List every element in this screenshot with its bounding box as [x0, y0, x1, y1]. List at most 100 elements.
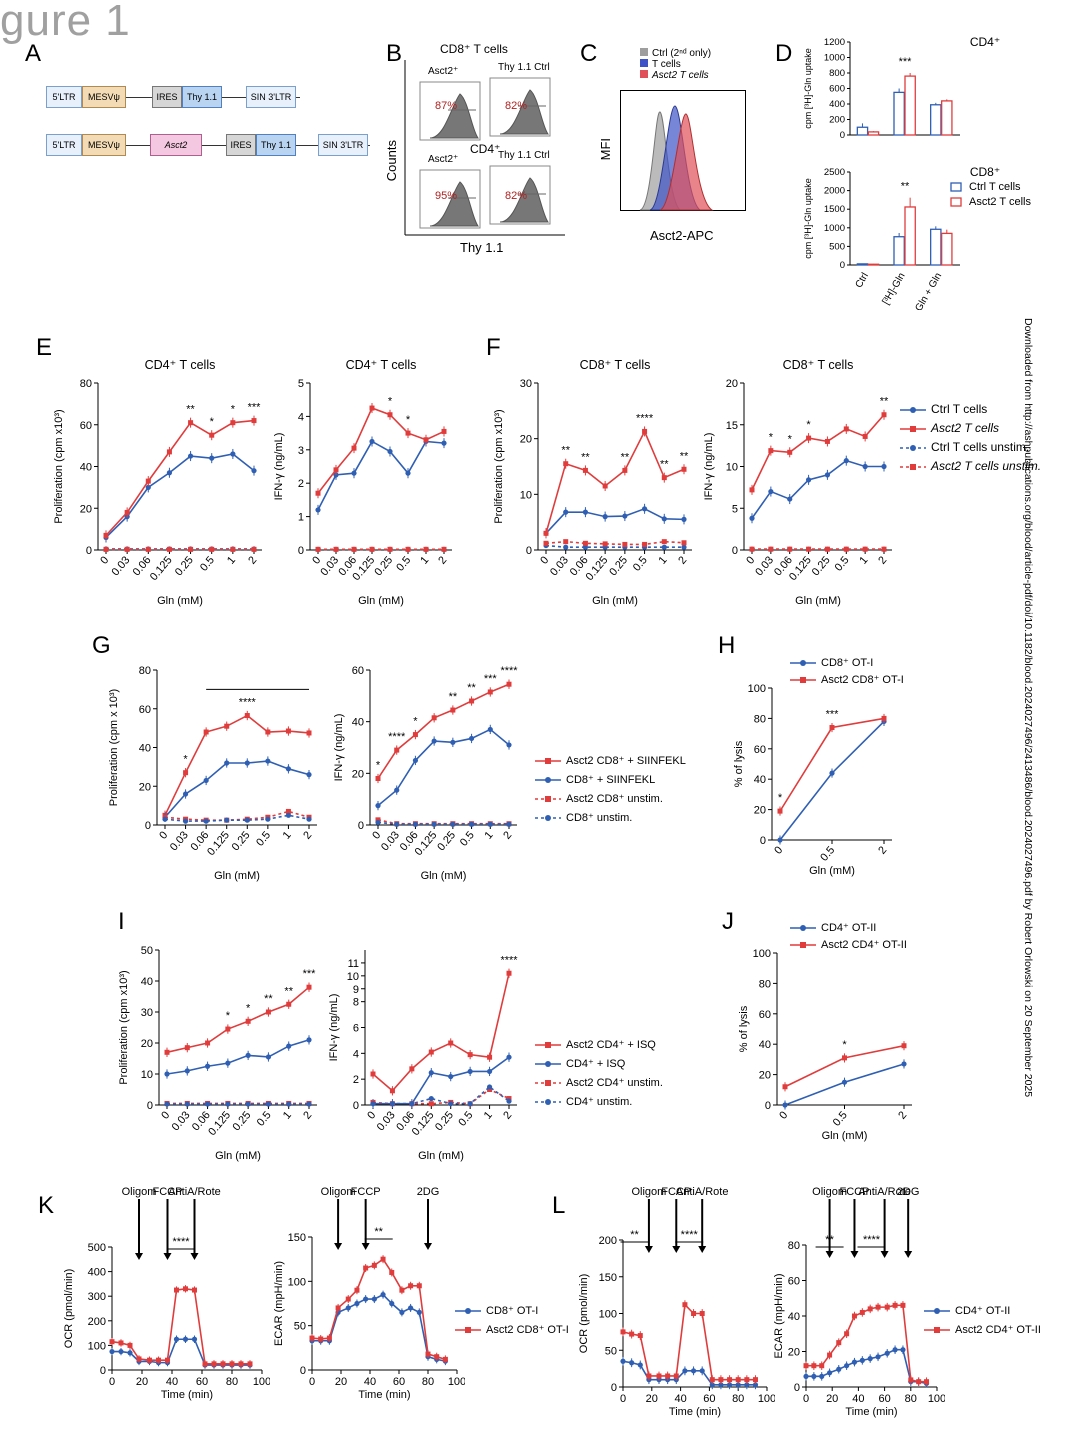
data-point — [431, 821, 437, 827]
data-point — [309, 1335, 315, 1341]
data-point — [371, 1296, 377, 1302]
data-point — [211, 1361, 217, 1367]
panel-label-e: E — [36, 334, 53, 361]
legend-swatch — [535, 1099, 561, 1106]
data-point — [225, 1101, 231, 1107]
arrow-head — [904, 1251, 913, 1258]
x-tick-label: 0.03 — [318, 554, 341, 578]
x-tick-label: 20 — [826, 1393, 838, 1405]
data-point — [563, 461, 569, 467]
data-point — [306, 1101, 312, 1107]
data-point — [841, 1079, 848, 1085]
injection-label: FCCP — [351, 1186, 381, 1198]
data-point — [726, 1382, 733, 1388]
data-point — [306, 1037, 312, 1043]
data-point — [884, 1304, 890, 1310]
data-point — [109, 1339, 115, 1345]
legend-marker — [545, 1042, 551, 1049]
significance-label: ** — [660, 459, 669, 471]
x-tick-label: 0 — [772, 844, 785, 856]
data-point — [370, 1101, 376, 1107]
data-point — [265, 758, 271, 764]
data-point — [434, 1354, 440, 1360]
legend-marker — [545, 1061, 551, 1068]
data-point — [884, 1350, 890, 1356]
data-point — [646, 1373, 652, 1379]
data-point — [450, 739, 456, 745]
legend-i-4: CD4⁺ unstim. — [566, 1096, 633, 1108]
y-tick-label: 2 — [298, 478, 304, 490]
hist-label-1: Asct2⁺ — [428, 66, 459, 77]
legend-i: Asct2 CD4⁺ + ISQ CD4⁺ + ISQ Asct2 CD4⁺ u… — [535, 1036, 663, 1112]
data-point — [661, 516, 667, 522]
y-tick-label: 50 — [605, 1345, 617, 1357]
b-xlabel: Thy 1.1 — [460, 240, 504, 255]
data-point — [843, 458, 849, 464]
y-tick-label: 2 — [353, 1074, 359, 1086]
y-tick-label: 40 — [139, 743, 151, 755]
data-point — [602, 483, 608, 489]
data-point — [900, 1347, 906, 1353]
series-line — [105, 419, 255, 536]
significance-label: **** — [863, 1234, 881, 1246]
series-line — [751, 414, 885, 491]
injection-label: 2DG — [417, 1186, 440, 1198]
legend-marker — [545, 758, 551, 765]
data-point — [563, 539, 569, 545]
data-point — [665, 1373, 671, 1379]
x-tick-label: 1 — [857, 554, 870, 566]
legend-swatch — [924, 1327, 950, 1334]
data-point — [862, 546, 868, 552]
data-point — [209, 432, 215, 438]
significance-label: *** — [484, 673, 498, 685]
data-point — [441, 428, 447, 434]
data-point — [506, 1054, 512, 1060]
data-point — [166, 546, 172, 552]
panel-label-c: C — [580, 40, 598, 67]
data-point — [709, 1382, 715, 1388]
significance-label: * — [376, 760, 381, 772]
data-point — [408, 1283, 414, 1289]
data-point — [351, 445, 357, 451]
panel-label-i: I — [118, 908, 125, 935]
arrow-head — [698, 1246, 707, 1253]
legend-swatch-asct2 — [640, 70, 648, 78]
y-tick-label: 30 — [141, 1007, 153, 1019]
legend-ef: Ctrl T cells Asct2 T cells Ctrl T cells … — [900, 400, 1041, 476]
x-tick-label: 0.25 — [230, 1109, 253, 1133]
bar — [930, 104, 942, 136]
c-legend-2: T cells — [652, 59, 681, 70]
data-point — [335, 1305, 341, 1311]
x-tick-label: 40 — [852, 1393, 864, 1405]
data-point — [375, 803, 381, 809]
data-point — [749, 487, 755, 493]
data-point — [188, 546, 194, 552]
y-tick-label: 9 — [353, 984, 359, 996]
injection-label: AntiA/Rote — [858, 1186, 911, 1198]
data-point — [622, 541, 628, 547]
x-tick-label: 2 — [876, 554, 889, 566]
y-tick-label: 500 — [88, 1242, 106, 1254]
data-point — [673, 1373, 679, 1379]
significance-label: ** — [680, 450, 689, 462]
legend-marker — [545, 1099, 551, 1106]
y-tick-label: 1000 — [824, 223, 845, 234]
x-tick-label: 2 — [876, 844, 889, 856]
ires-box: IRES — [226, 134, 256, 156]
x-tick-label: 0 — [620, 1393, 626, 1405]
y-tick-label: 200 — [88, 1316, 106, 1328]
series-line — [545, 507, 685, 534]
data-point — [306, 816, 312, 822]
hist-pct-1: 87% — [435, 100, 458, 112]
y-tick-label: 0 — [611, 1382, 617, 1394]
x-tick-label: [³H]-Gln — [881, 271, 908, 307]
data-point — [867, 1356, 873, 1362]
mesv-box: MESVψ — [82, 86, 126, 108]
data-point — [184, 1068, 190, 1074]
data-point — [428, 1095, 434, 1102]
data-point — [768, 488, 774, 495]
y-tick-label: 2000 — [824, 186, 845, 197]
data-point — [843, 546, 849, 552]
data-point — [306, 772, 312, 778]
data-point — [699, 1368, 705, 1374]
